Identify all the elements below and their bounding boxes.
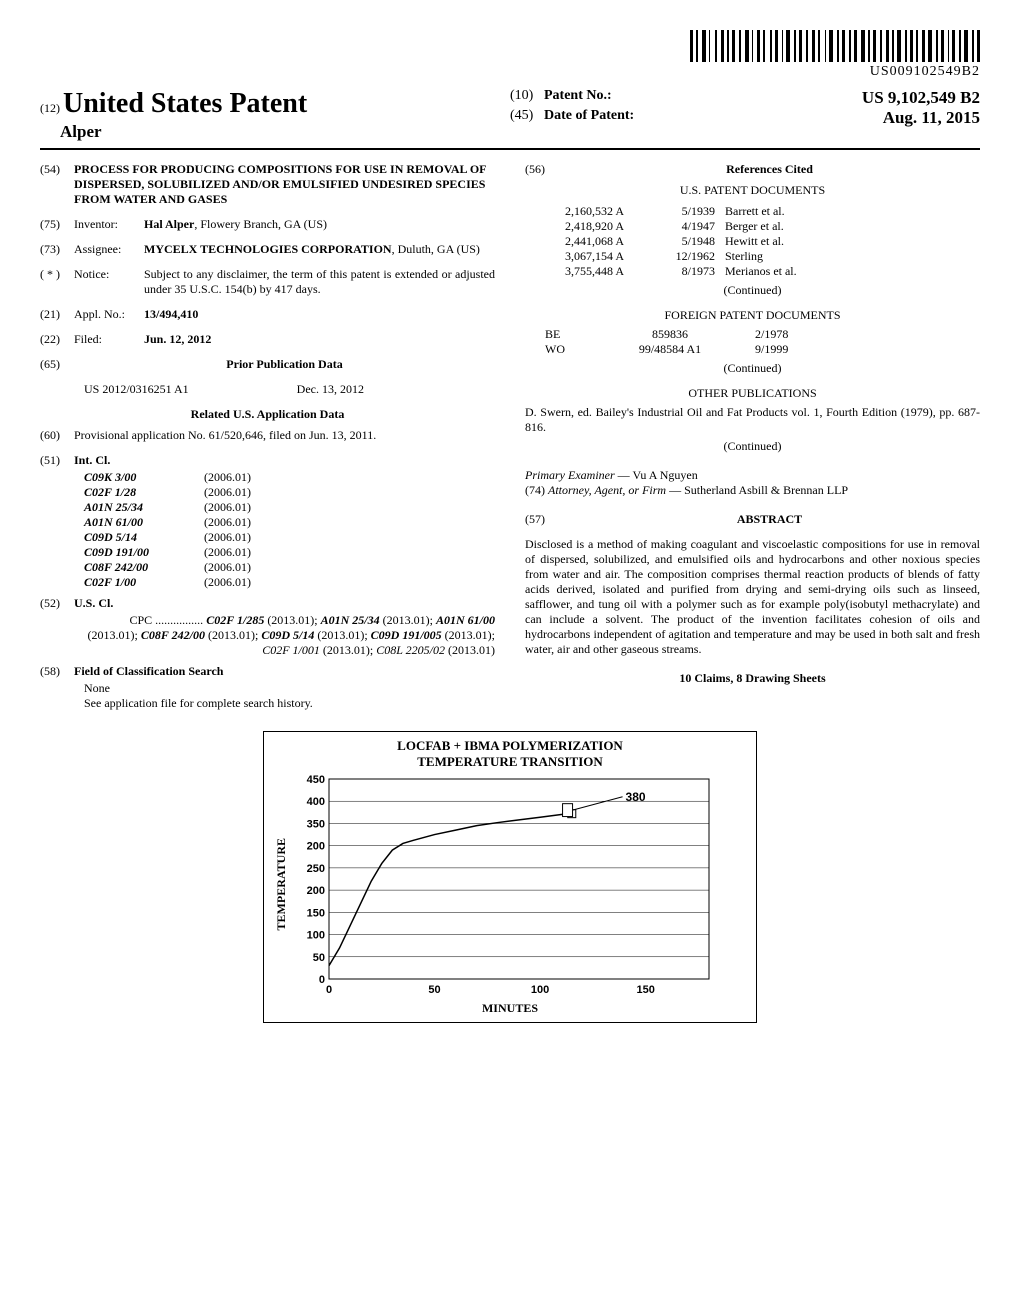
svg-text:0: 0 — [319, 974, 325, 986]
assignee-code: (73) — [40, 242, 74, 257]
field-code: (58) — [40, 664, 74, 679]
appl-label: Appl. No.: — [74, 307, 144, 322]
chart-svg: 0 50 100 150 200 250 200 350 400 450 0 50 100 150 380 — [289, 769, 719, 999]
svg-text:200: 200 — [307, 885, 325, 897]
inventor-code: (75) — [40, 217, 74, 232]
header-prefix: (12) — [40, 101, 60, 115]
barcode — [40, 30, 980, 62]
header-title: United States Patent — [63, 88, 307, 119]
abstract-code: (57) — [525, 512, 559, 527]
other-head: OTHER PUBLICATIONS — [525, 386, 980, 401]
inventor-label: Inventor: — [74, 217, 144, 232]
prior-pub-date: Dec. 13, 2012 — [297, 382, 364, 397]
svg-text:350: 350 — [307, 819, 325, 831]
us-refs-table: 2,160,532 A5/1939Barrett et al.2,418,920… — [565, 204, 980, 279]
refs-head: References Cited — [559, 162, 980, 177]
foreign-head: FOREIGN PATENT DOCUMENTS — [525, 308, 980, 323]
field-label: Field of Classification Search — [74, 664, 495, 679]
claims-line: 10 Claims, 8 Drawing Sheets — [525, 671, 980, 686]
prior-code: (65) — [40, 357, 74, 372]
cpc-text: CPC ................ C02F 1/285 (2013.01… — [84, 613, 495, 658]
prov-text: Provisional application No. 61/520,646, … — [74, 428, 495, 443]
uscl-code: (52) — [40, 596, 74, 611]
chart-title-2: TEMPERATURE TRANSITION — [417, 754, 603, 769]
other-text: D. Swern, ed. Bailey's Industrial Oil an… — [525, 405, 980, 435]
uscl-label: U.S. Cl. — [74, 596, 495, 611]
patent-date-label: Date of Patent: — [544, 108, 674, 128]
document-id: US009102549B2 — [40, 64, 980, 80]
patent-no: US 9,102,549 B2 — [674, 88, 980, 108]
title-code: (54) — [40, 162, 74, 207]
svg-text:50: 50 — [313, 952, 325, 964]
filed-date: Jun. 12, 2012 — [144, 332, 495, 347]
appl-code: (21) — [40, 307, 74, 322]
intcl-code: (51) — [40, 453, 74, 468]
notice-label: Notice: — [74, 267, 144, 297]
field-val1: None — [84, 681, 495, 696]
intcl-label: Int. Cl. — [74, 453, 495, 468]
svg-text:400: 400 — [307, 796, 325, 808]
svg-text:150: 150 — [307, 908, 325, 920]
attorney-line: (74) Attorney, Agent, or Firm — Sutherla… — [525, 483, 980, 498]
svg-text:200: 200 — [307, 841, 325, 853]
refs-code: (56) — [525, 162, 559, 177]
header-inventor: Alper — [60, 122, 510, 142]
patent-no-prefix: (10) — [510, 88, 544, 108]
chart-title-1: LOCFAB + IBMA POLYMERIZATION — [397, 738, 623, 753]
svg-text:0: 0 — [326, 984, 332, 996]
abstract-text: Disclosed is a method of making coagulan… — [525, 537, 980, 657]
appl-no: 13/494,410 — [144, 307, 495, 322]
us-refs-head: U.S. PATENT DOCUMENTS — [525, 183, 980, 198]
continued-3: (Continued) — [525, 439, 980, 454]
chart-xlabel: MINUTES — [270, 1001, 750, 1016]
notice-text: Subject to any disclaimer, the term of t… — [144, 267, 495, 297]
assignee-label: Assignee: — [74, 242, 144, 257]
intcl-table: C09K 3/00(2006.01)C02F 1/28(2006.01)A01N… — [84, 470, 495, 590]
svg-text:100: 100 — [307, 930, 325, 942]
invention-title: PROCESS FOR PRODUCING COMPOSITIONS FOR U… — [74, 162, 495, 207]
field-val2: See application file for complete search… — [84, 696, 495, 711]
prior-pub-head: Prior Publication Data — [74, 357, 495, 372]
continued-2: (Continued) — [525, 361, 980, 376]
prior-pub-no: US 2012/0316251 A1 — [84, 382, 189, 397]
svg-text:50: 50 — [428, 984, 440, 996]
patent-no-label: Patent No.: — [544, 88, 674, 108]
abstract-head: ABSTRACT — [559, 512, 980, 527]
chart-container: LOCFAB + IBMA POLYMERIZATION TEMPERATURE… — [263, 731, 757, 1023]
svg-text:150: 150 — [636, 984, 654, 996]
filed-code: (22) — [40, 332, 74, 347]
chart-ylabel: TEMPERATURE — [270, 838, 289, 930]
prov-code: (60) — [40, 428, 74, 443]
examiner-line: Primary Examiner — Vu A Nguyen — [525, 468, 980, 483]
patent-date: Aug. 11, 2015 — [674, 108, 980, 128]
svg-text:380: 380 — [626, 790, 646, 804]
continued-1: (Continued) — [525, 283, 980, 298]
svg-text:450: 450 — [307, 774, 325, 786]
foreign-refs-table: BE8598362/1978WO99/48584 A19/1999 — [545, 327, 980, 357]
notice-code: ( * ) — [40, 267, 74, 297]
filed-label: Filed: — [74, 332, 144, 347]
svg-text:250: 250 — [307, 863, 325, 875]
patent-date-prefix: (45) — [510, 108, 544, 128]
svg-text:100: 100 — [531, 984, 549, 996]
related-head: Related U.S. Application Data — [40, 407, 495, 422]
